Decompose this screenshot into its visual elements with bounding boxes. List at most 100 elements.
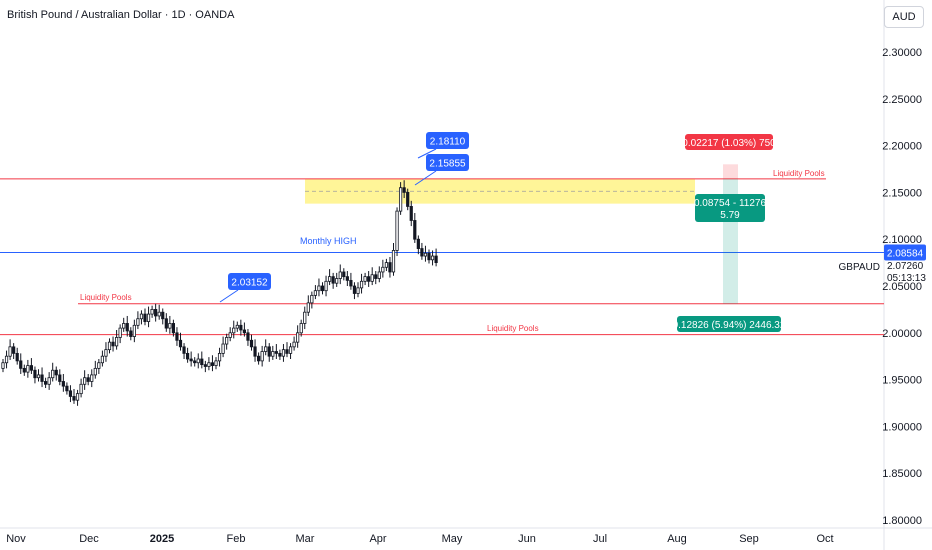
candle-body <box>430 255 435 261</box>
callout-high-1-pointer <box>417 148 437 159</box>
candle <box>253 339 257 362</box>
x-tick-label: Nov <box>6 533 26 545</box>
risk-label-text: 0.02217 (1.03%) 750 <box>682 138 776 149</box>
candle-body <box>303 311 307 324</box>
y-tick-label: 2.25000 <box>882 94 922 106</box>
candle-body <box>36 374 41 379</box>
position-label-box <box>695 194 765 222</box>
candle <box>402 180 406 199</box>
candle <box>107 338 112 354</box>
candle-body <box>278 352 282 357</box>
candle-body <box>111 341 115 347</box>
candle-body <box>292 341 296 348</box>
candle <box>86 373 90 386</box>
reward-label: 0.12826 (5.94%) 2446.32 <box>673 316 786 332</box>
candle <box>232 320 236 339</box>
candle <box>72 388 76 404</box>
candle <box>381 259 385 278</box>
candle <box>44 377 48 389</box>
candle-body <box>239 324 243 331</box>
candle-body <box>327 276 332 282</box>
candle <box>210 355 215 372</box>
candle-body <box>416 238 420 249</box>
candle-body <box>200 358 204 366</box>
candle-body <box>83 377 87 385</box>
callout-high-2-box <box>426 154 469 171</box>
y-tick-label: 1.85000 <box>882 468 922 480</box>
candle <box>256 352 261 365</box>
candle <box>136 311 140 330</box>
current-price-text: 2.08584 <box>887 248 924 259</box>
candle <box>214 357 218 370</box>
candle-body <box>217 352 222 362</box>
callout-high-2: 2.15855 <box>414 154 469 186</box>
candle <box>157 304 161 320</box>
candle-body <box>249 339 254 348</box>
risk-label: 0.02217 (1.03%) 750 <box>682 134 776 150</box>
candle <box>47 372 51 390</box>
candle-body <box>285 349 289 354</box>
candle-body <box>107 341 112 351</box>
candle-body <box>93 367 97 376</box>
candle-body <box>97 362 101 369</box>
candle <box>374 271 378 285</box>
candle <box>342 268 346 281</box>
candle <box>90 369 94 388</box>
candle <box>200 351 204 369</box>
candle <box>335 272 339 287</box>
candle-body <box>349 279 353 287</box>
candle <box>349 272 353 290</box>
currency-button[interactable]: AUD <box>884 6 924 28</box>
candle <box>26 359 30 378</box>
candle-body <box>359 280 364 289</box>
candle <box>395 207 399 257</box>
candle-body <box>434 255 438 264</box>
candle-body <box>154 308 158 317</box>
y-tick-label: 1.80000 <box>882 515 922 527</box>
candle-body <box>136 318 140 326</box>
candle-body <box>232 327 236 334</box>
candle <box>242 322 246 337</box>
candle <box>420 242 424 260</box>
candle <box>22 364 26 376</box>
candle <box>398 182 403 215</box>
candle <box>281 344 286 362</box>
candle <box>217 347 222 367</box>
candle <box>324 275 328 297</box>
candle-body <box>345 276 349 281</box>
candle <box>427 249 431 264</box>
candle <box>182 343 186 360</box>
candle <box>164 313 168 332</box>
candle-body <box>413 220 417 240</box>
candle <box>278 349 282 360</box>
candle <box>313 285 318 300</box>
candle-body <box>246 332 250 341</box>
candle <box>249 334 254 351</box>
candle-body <box>33 369 37 379</box>
candle <box>221 336 225 358</box>
candle-body <box>75 393 80 401</box>
candle <box>285 342 289 358</box>
candle-body <box>47 377 51 385</box>
candle <box>367 271 371 287</box>
candle <box>143 308 147 326</box>
reward-label-box <box>677 316 781 332</box>
candle <box>146 306 151 328</box>
candle-body <box>225 337 229 345</box>
monthly-high-label: Monthly HIGH <box>300 236 357 246</box>
candle-body <box>320 285 325 292</box>
risk-zone <box>723 164 738 179</box>
current-price-marker: 2.08584 <box>884 244 926 261</box>
candle <box>12 343 16 360</box>
candle-body <box>335 278 339 284</box>
candle <box>292 336 296 351</box>
candle-body <box>68 390 73 397</box>
liquidity-pools-left-label: Liquidity Pools <box>80 293 132 302</box>
candle-body <box>221 343 225 354</box>
candle-body <box>143 313 147 322</box>
candle-body <box>115 337 119 347</box>
candle <box>129 327 133 341</box>
candle <box>406 188 410 211</box>
candle <box>413 212 417 243</box>
